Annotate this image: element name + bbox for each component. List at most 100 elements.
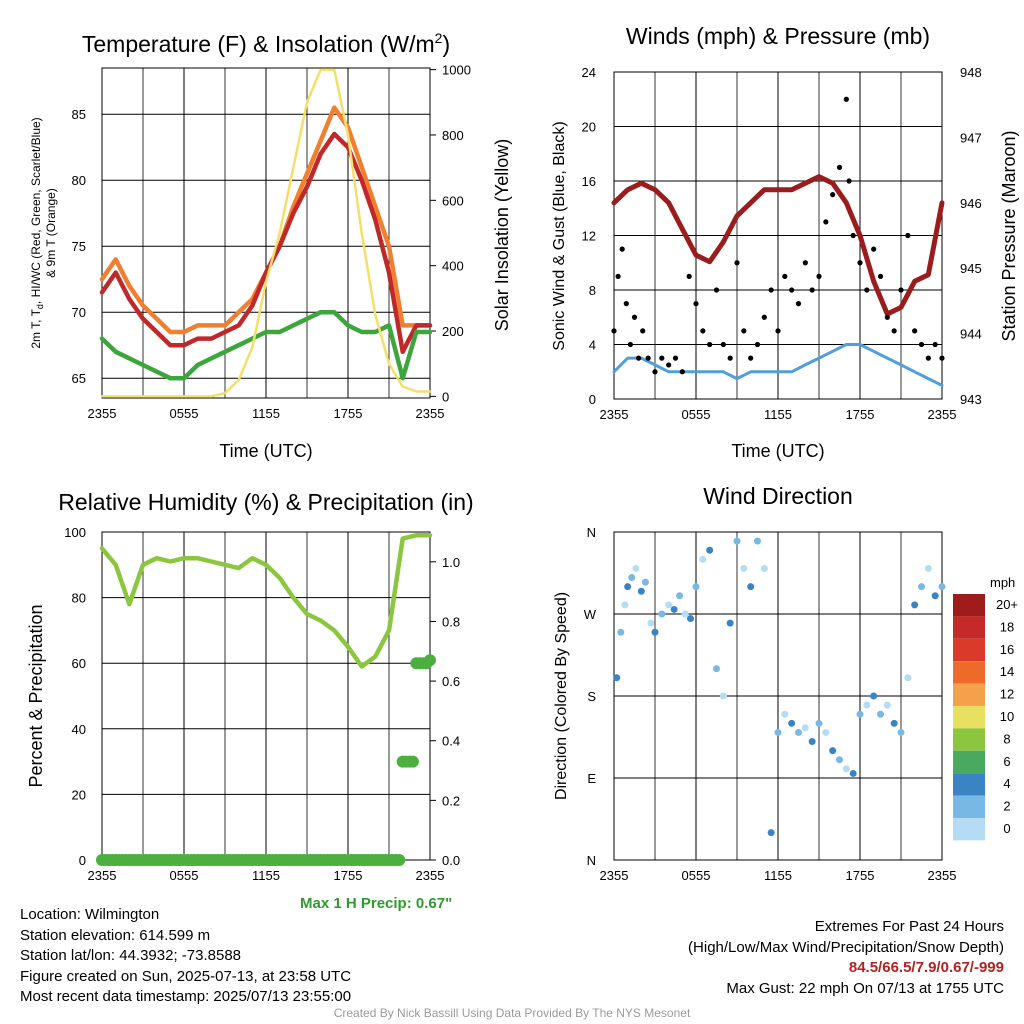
direction-point	[713, 665, 720, 673]
colorbar-swatch	[953, 706, 985, 729]
direction-point	[681, 610, 689, 618]
y-tick-label: 24	[582, 65, 596, 80]
x-tick-label: 1755	[846, 868, 875, 883]
x-tick-label: 1755	[334, 868, 363, 883]
gust-point	[802, 260, 808, 266]
gust-point	[700, 328, 706, 334]
y-axis-label: Percent & Precipitation	[26, 604, 46, 787]
gust-point	[727, 355, 733, 361]
station-info: Location: Wilmington Station elevation: …	[20, 905, 351, 1008]
colorbar-swatch	[953, 795, 985, 818]
gust-point	[932, 341, 938, 348]
direction-point	[856, 710, 864, 718]
chart-title: Temperature (F) & Insolation (W/m2)	[82, 30, 450, 57]
gust-point	[836, 164, 843, 170]
gust-point	[720, 341, 726, 348]
x-tick-label: 1155	[764, 868, 792, 883]
gust-point	[623, 301, 629, 307]
location-text: Location: Wilmington	[20, 906, 160, 923]
x-tick-label: 2355	[600, 868, 629, 883]
y-tick-label: S	[587, 689, 596, 704]
chart-title: Relative Humidity (%) & Precipitation (i…	[58, 489, 473, 515]
colorbar-label: 12	[1000, 687, 1014, 702]
direction-point	[740, 564, 748, 572]
x-tick-label: 1155	[764, 407, 792, 422]
gust-point	[636, 355, 642, 361]
pressure-line	[611, 174, 945, 317]
direction-point	[931, 592, 939, 600]
y2-tick-label: 0	[442, 389, 449, 404]
direction-point	[924, 564, 932, 572]
gust-point	[659, 355, 665, 361]
gust-point	[939, 355, 945, 361]
y-tick-label: 80	[72, 173, 86, 188]
x-axis-label: Time (UTC)	[219, 441, 312, 461]
gust-point	[707, 341, 713, 348]
colorbar-label: 2	[1003, 799, 1010, 814]
chart-title: Winds (mph) & Pressure (mb)	[626, 23, 930, 49]
max-precip-note: Max 1 H Precip: 0.67"	[300, 895, 453, 912]
colorbar-label: 10	[1000, 709, 1014, 724]
direction-point	[938, 583, 946, 591]
y2-axis-label: Station Pressure (Maroon)	[999, 130, 1019, 341]
gust-point	[775, 328, 781, 334]
created-text: Figure created on Sun, 2025-07-13, at 23…	[20, 967, 352, 985]
direction-point	[747, 583, 755, 591]
gust-point	[652, 369, 658, 375]
series-line	[99, 309, 433, 381]
colorbar-swatch	[953, 594, 985, 617]
y2-tick-label: 0.4	[442, 734, 460, 749]
y-tick-label: 20	[72, 787, 86, 802]
colorbar-swatch	[953, 750, 985, 774]
extremes-panel: Extremes For Past 24 Hours (High/Low/Max…	[688, 917, 1004, 999]
gust-point	[912, 328, 918, 334]
y2-tick-label: 0.8	[442, 614, 460, 629]
direction-point	[641, 578, 649, 586]
y-tick-label: 60	[72, 656, 86, 671]
gust-point	[666, 362, 672, 368]
direction-point	[617, 628, 625, 636]
y-tick-label: 16	[582, 174, 596, 189]
direction-point	[628, 574, 636, 582]
extremes-subtitle: (High/Low/Max Wind/Precipitation/Snow De…	[688, 938, 1004, 956]
direction-point	[822, 728, 830, 736]
colorbar-label: 8	[1003, 731, 1010, 746]
series-line	[99, 131, 433, 355]
colorbar-swatch	[953, 728, 985, 751]
direction-point	[897, 728, 905, 736]
direction-point	[651, 628, 659, 636]
gust-point	[693, 301, 699, 307]
colorbar-title: mph	[990, 575, 1015, 590]
direction-point	[808, 738, 816, 746]
series-line	[100, 68, 432, 398]
x-tick-label: 0555	[170, 868, 199, 883]
max-gust-text: Max Gust: 22 mph On 07/13 at 1755 UTC	[726, 979, 1004, 997]
y2-axis-label: Solar Insolation (Yellow)	[492, 139, 512, 331]
direction-point	[788, 719, 796, 727]
y-tick-label: 80	[72, 591, 86, 606]
gust-point	[782, 273, 788, 279]
gust-point	[898, 287, 904, 293]
y2-tick-label: 0.2	[442, 793, 460, 808]
gust-point	[884, 314, 890, 320]
direction-point	[795, 728, 802, 736]
colorbar-swatch	[953, 638, 985, 662]
colorbar-label: 6	[1003, 754, 1010, 769]
gust-point	[713, 287, 720, 293]
x-tick-label: 1155	[252, 868, 280, 883]
y-tick-label: 12	[582, 229, 596, 244]
latlon-text: Station lat/lon: 44.3932; -73.8588	[20, 947, 242, 964]
panel-temperature: 2355 0555 1155 1755 2355 65 70 75 80 85 0 200 400 600…	[29, 30, 512, 461]
direction-point	[904, 674, 912, 682]
direction-point	[801, 724, 809, 732]
direction-point	[621, 601, 629, 609]
gust-point	[741, 328, 747, 334]
gust-point	[734, 260, 740, 266]
gust-point	[645, 355, 651, 361]
gust-point	[850, 232, 856, 239]
gust-point	[789, 287, 795, 293]
direction-point	[687, 615, 695, 623]
recent-timestamp-text: Most recent data timestamp: 2025/07/13 2…	[20, 988, 352, 1005]
colorbar-label: 20+	[996, 597, 1018, 612]
